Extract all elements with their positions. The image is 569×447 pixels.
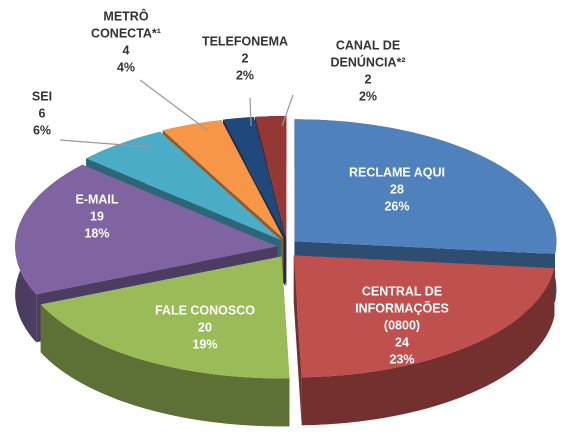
slice-percent: 2%	[236, 68, 254, 82]
slice-label: TELEFONEMA	[202, 34, 288, 48]
slice-percent: 23%	[389, 352, 414, 366]
slice-label: RECLAME AQUI	[349, 165, 445, 179]
slice-label: CONECTA*¹	[91, 26, 161, 40]
slice-value: 6	[39, 106, 46, 120]
slice-value: 28	[390, 182, 404, 196]
slice-label: CENTRAL DE	[362, 284, 442, 298]
slice	[40, 256, 290, 379]
slice-value: 4	[123, 43, 130, 57]
slice-label: INFORMAÇÕES	[355, 300, 449, 315]
slice	[293, 255, 555, 378]
slice	[162, 120, 284, 239]
slice-label: DENÚNCIA*²	[331, 54, 406, 69]
slice-side	[301, 268, 555, 426]
slice-percent: 2%	[359, 89, 377, 103]
slice-label: FALE CONOSCO	[155, 303, 255, 317]
slice	[15, 164, 278, 295]
slice-value: 20	[198, 320, 212, 334]
slice-value: 2	[242, 51, 249, 65]
slice-percent: 26%	[384, 199, 409, 213]
slice-label: (0800)	[384, 318, 420, 332]
slice-label: CANAL DE	[336, 38, 400, 52]
slice	[255, 116, 287, 239]
slice-percent: 19%	[192, 337, 217, 351]
slice-percent: 18%	[84, 226, 109, 240]
slice-side	[293, 255, 302, 426]
leader-line	[59, 139, 151, 148]
leader-line	[139, 79, 208, 131]
slice-value: 24	[395, 335, 409, 349]
slice-label: METRÔ	[103, 8, 148, 23]
slice	[223, 117, 286, 239]
slice-percent: 6%	[33, 123, 51, 137]
leader-line	[249, 97, 252, 127]
slice-value: 19	[90, 209, 104, 223]
slice-value: 2	[365, 72, 372, 86]
slice-label: E-MAIL	[75, 192, 118, 206]
slice-percent: 4%	[117, 60, 135, 74]
slice-side	[40, 304, 290, 427]
leader-line	[281, 94, 294, 127]
slice	[86, 131, 281, 241]
slice-label: SEI	[32, 89, 52, 103]
slice	[294, 119, 557, 255]
